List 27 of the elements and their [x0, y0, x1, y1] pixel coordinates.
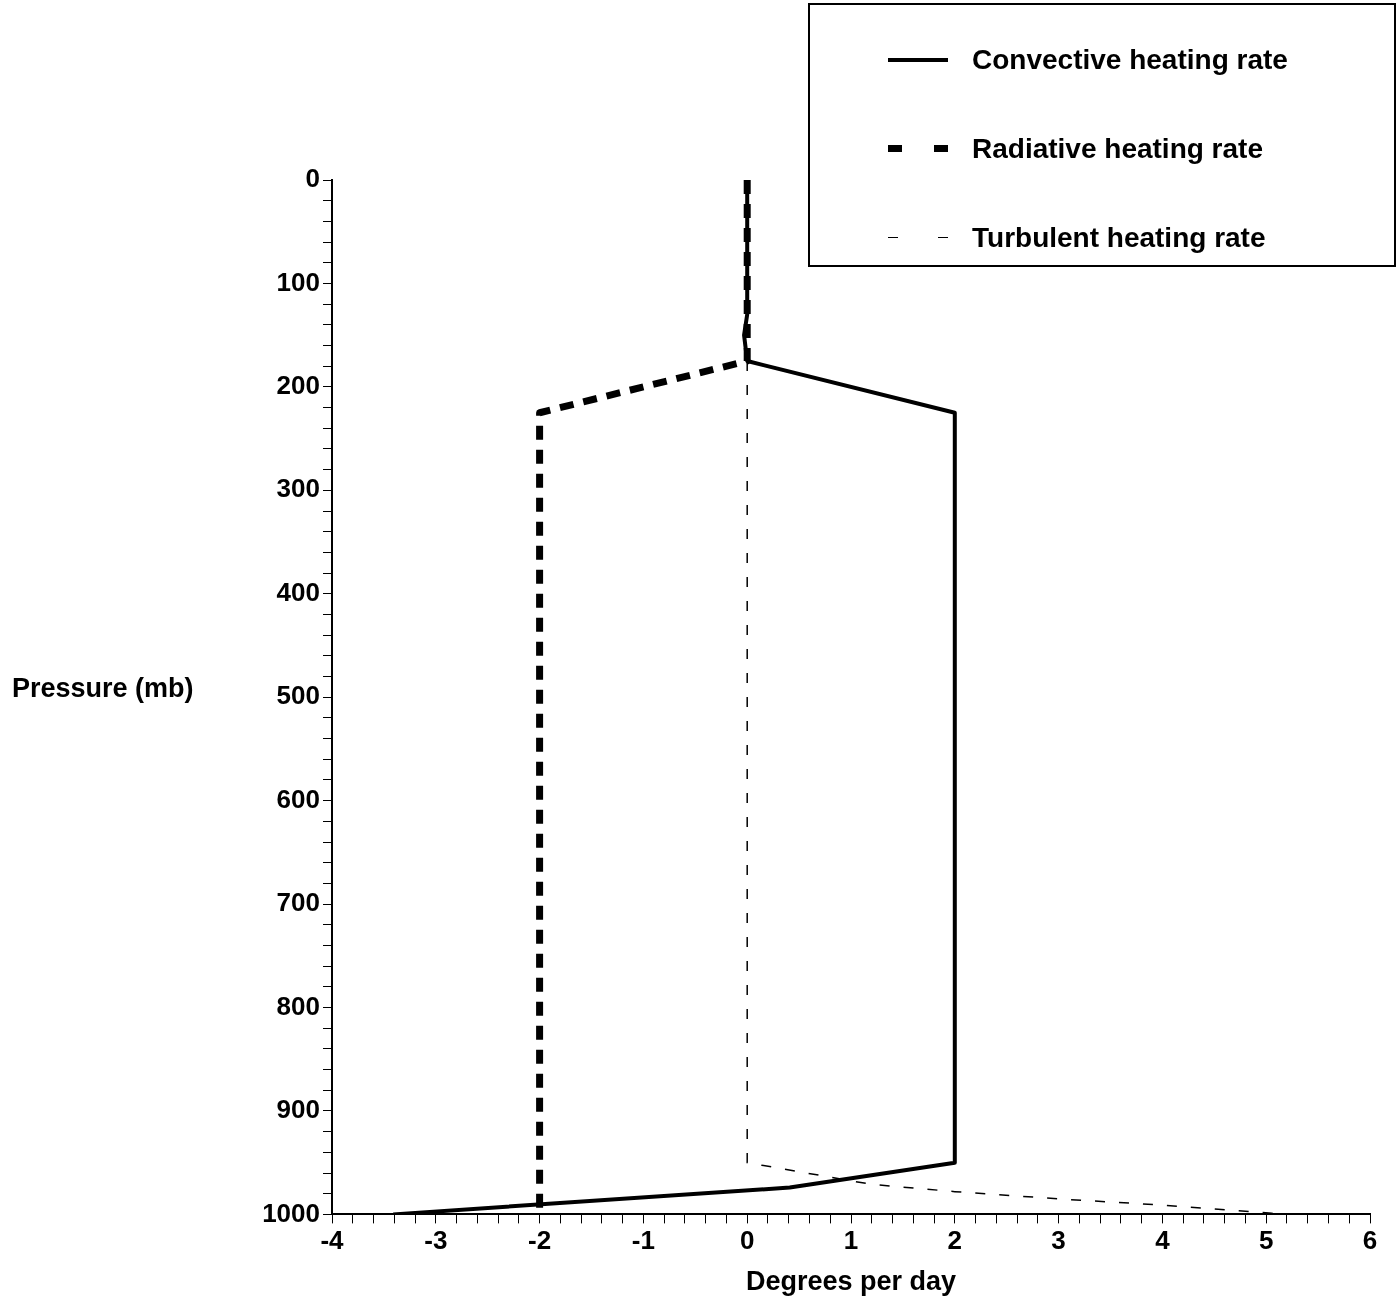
y-tick-label: 800 — [276, 990, 320, 1021]
y-axis-title: Pressure (mb) — [12, 673, 194, 704]
y-tick-label: 100 — [276, 266, 320, 297]
y-tick-label: 200 — [276, 370, 320, 401]
y-tick-label: 300 — [276, 473, 320, 504]
x-tick-label: -4 — [320, 1225, 345, 1256]
x-tick-label: 2 — [947, 1225, 963, 1256]
y-tick-label: 1000 — [262, 1197, 320, 1228]
x-tick-label: 3 — [1051, 1225, 1066, 1256]
x-tick-label: 1 — [843, 1225, 859, 1256]
x-tick-label: -2 — [528, 1225, 552, 1256]
y-tick-label: 500 — [276, 680, 320, 711]
legend-label: Radiative heating rate — [972, 132, 1263, 165]
y-tick-label: 400 — [276, 576, 320, 607]
x-tick-label: 5 — [1258, 1225, 1274, 1256]
legend-label: Convective heating rate — [972, 43, 1288, 76]
y-tick-label: 0 — [305, 163, 320, 194]
x-tick-label: -1 — [631, 1225, 655, 1256]
x-axis-title: Degrees per day — [745, 1266, 957, 1297]
y-tick-label: 600 — [276, 783, 320, 814]
y-tick-label: 700 — [276, 887, 320, 918]
x-tick-label: 0 — [739, 1225, 755, 1256]
x-tick-label: -3 — [424, 1225, 448, 1256]
x-tick-label: 6 — [1362, 1225, 1378, 1256]
legend-label: Turbulent heating rate — [972, 221, 1266, 254]
y-tick-label: 900 — [276, 1094, 320, 1125]
x-tick-label: 4 — [1155, 1225, 1171, 1256]
